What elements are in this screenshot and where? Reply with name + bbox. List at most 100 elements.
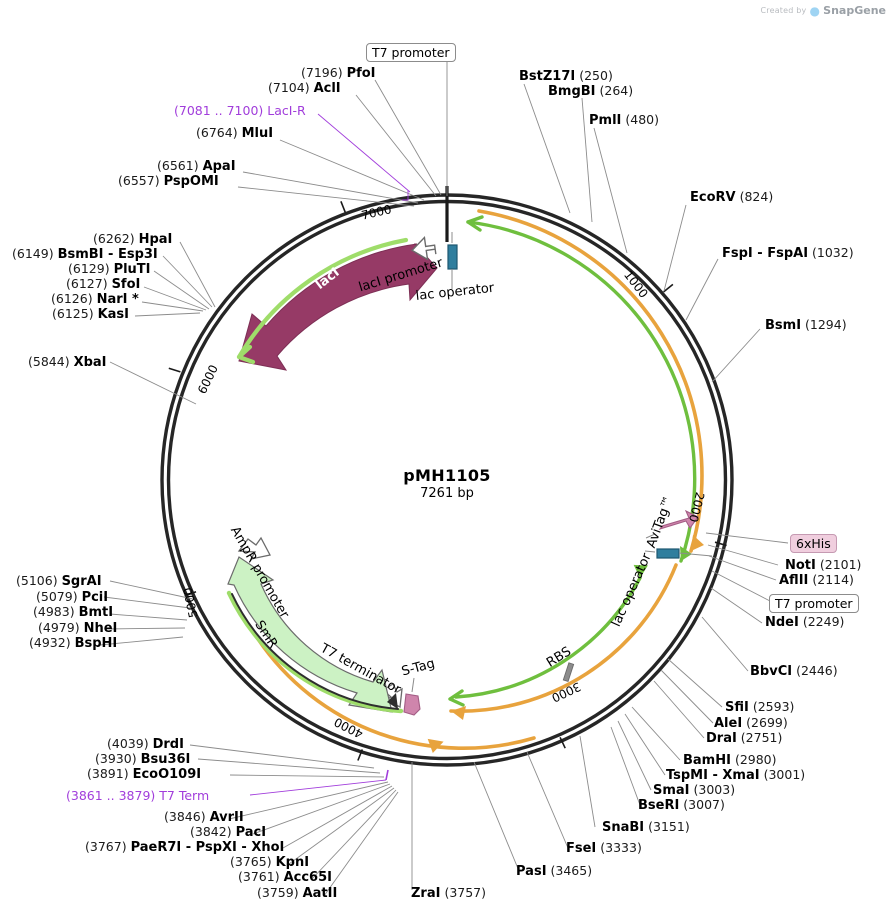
site-label-bamhi[interactable]: BamHI (2980) [683,753,777,768]
watermark-prefix: Created by [760,6,807,15]
site-label-bbvci[interactable]: BbvCI (2446) [750,664,838,679]
feature-laci-green-arc [236,237,409,365]
site-enzyme: Bsu36I [140,752,191,767]
site-label-bmgbi[interactable]: BmgBI (264) [548,84,633,99]
site-label-sgrai[interactable]: (5106) SgrAI [16,574,102,589]
site-position: (6262) [93,231,135,246]
site-label-bmti[interactable]: (4983) BmtI [33,605,113,620]
feature-smr-dark-arc [231,593,399,710]
callout-t7-promoter-mid[interactable]: T7 promoter [769,594,859,613]
site-label-zrai[interactable]: ZraI (3757) [411,886,486,901]
site-label-nari[interactable]: (6126) NarI * [51,292,139,307]
site-position: (4979) [38,620,80,635]
site-label-pasi[interactable]: PasI (3465) [516,864,592,879]
site-label-t7-term[interactable]: (3861 .. 3879) T7 Term [66,789,209,802]
site-label-alei[interactable]: AleI (2699) [714,716,788,731]
site-enzyme: NotI [785,558,816,573]
site-position: (2446) [796,663,838,678]
site-position: (3842) [190,824,232,839]
site-enzyme: BbvCI [750,664,793,679]
site-enzyme: PspOMI [163,174,219,189]
site-label-fspi-fspai[interactable]: FspI - FspAI (1032) [722,246,854,261]
site-enzyme: FseI [566,841,597,856]
site-position: (7196) [301,65,343,80]
site-enzyme: SmaI [653,783,690,798]
callout-t7-promoter-top[interactable]: T7 promoter [366,43,456,62]
site-label-acc65i[interactable]: (3761) Acc65I [238,870,332,885]
site-label-ecoo109i[interactable]: (3891) EcoO109I [87,767,201,782]
site-enzyme: SfiI [725,700,749,715]
site-enzyme: MluI [241,126,274,141]
site-label-paci[interactable]: (3842) PacI [190,825,266,840]
site-enzyme: NarI * [96,292,139,307]
site-label-hpai[interactable]: (6262) HpaI [93,232,172,247]
site-label-drai[interactable]: DraI (2751) [706,731,782,746]
site-position: (2980) [734,752,777,767]
site-label-snabi[interactable]: SnaBI (3151) [602,820,690,835]
site-enzyme: EcoO109I [132,767,202,782]
site-label-apai[interactable]: (6561) ApaI [157,159,236,174]
site-position: (2249) [802,614,845,629]
site-label-pmli[interactable]: PmlI (480) [589,113,659,128]
site-label-mlui[interactable]: (6764) MluI [196,126,273,141]
site-label-paer7i-pspxi-xhoi[interactable]: (3767) PaeR7I - PspXI - XhoI [85,840,284,855]
site-position: (3891) [87,766,129,781]
site-position: (250) [579,68,613,83]
site-label-acli[interactable]: (7104) AclI [268,81,341,96]
site-enzyme: BamHI [683,753,731,768]
site-enzyme: AclI [313,81,341,96]
site-label-smai[interactable]: SmaI (3003) [653,783,735,798]
site-enzyme: BspHI [74,636,118,651]
site-enzyme: BstZ17I [519,69,576,84]
site-label-pluti[interactable]: (6129) PluTI [68,262,151,277]
site-label-drdi[interactable]: (4039) DrdI [107,737,184,752]
site-label-ndei[interactable]: NdeI (2249) [765,615,844,630]
site-enzyme: BsmBI - Esp3I [57,247,158,262]
site-label-sfoi[interactable]: (6127) SfoI [66,277,140,292]
snapgene-watermark: Created by ● SnapGene [760,4,886,17]
feature-lac-operator-right [644,548,713,559]
site-label-bseri[interactable]: BseRI (3007) [638,798,725,813]
site-label-tspmi-xmai[interactable]: TspMI - XmaI (3001) [666,768,805,783]
leader-lines [99,60,789,897]
site-position: (5106) [16,573,58,588]
feature-smr-green-arc [226,590,404,714]
site-label-bsu36i[interactable]: (3930) Bsu36I [95,752,190,767]
site-label-fsei[interactable]: FseI (3333) [566,841,642,856]
site-position: (6149) [12,246,54,261]
site-enzyme: XbaI [73,355,107,370]
site-label-sfii[interactable]: SfiI (2593) [725,700,794,715]
site-position: (3007) [683,797,725,812]
site-label-bstz17i[interactable]: BstZ17I (250) [519,69,613,84]
tick-marks [168,201,727,761]
site-label-pspomi[interactable]: (6557) PspOMI [118,174,219,189]
site-position: (1032) [812,245,854,260]
site-label-ecorv[interactable]: EcoRV (824) [690,190,773,205]
callout-6xhis[interactable]: 6xHis [790,534,837,553]
site-position: (6126) [51,291,93,306]
site-label-noti[interactable]: NotI (2101) [785,558,861,573]
plasmid-name: pMH1105 [403,466,491,485]
site-enzyme: ZraI [411,886,441,901]
site-position: (264) [599,83,634,98]
site-label-pfoi[interactable]: (7196) PfoI [301,66,376,81]
site-label-nhei[interactable]: (4979) NheI [38,621,117,636]
site-label-kasi[interactable]: (6125) KasI [52,307,129,322]
site-label-aflii[interactable]: AflII (2114) [779,573,854,588]
site-label-pcii[interactable]: (5079) PciI [36,590,108,605]
site-label-xbai[interactable]: (5844) XbaI [28,355,107,370]
site-enzyme: EcoRV [690,190,736,205]
site-label-laci-r[interactable]: (7081 .. 7100) LacI-R [174,104,306,117]
feature-laci-arrow [238,243,438,371]
site-enzyme: NheI [83,621,118,636]
site-enzyme: DrdI [152,737,184,752]
site-enzyme: HpaI [138,232,173,247]
site-label-aatii[interactable]: (3759) AatII [257,886,337,901]
site-enzyme: BsmI [765,318,802,333]
site-label-bsphi[interactable]: (4932) BspHI [29,636,117,651]
site-label-kpni[interactable]: (3765) KpnI [230,855,309,870]
site-label-bsmi[interactable]: BsmI (1294) [765,318,847,333]
site-label-avrii[interactable]: (3846) AvrII [164,810,244,825]
site-label-bsmbi-esp3i[interactable]: (6149) BsmBI - Esp3I [12,247,158,262]
